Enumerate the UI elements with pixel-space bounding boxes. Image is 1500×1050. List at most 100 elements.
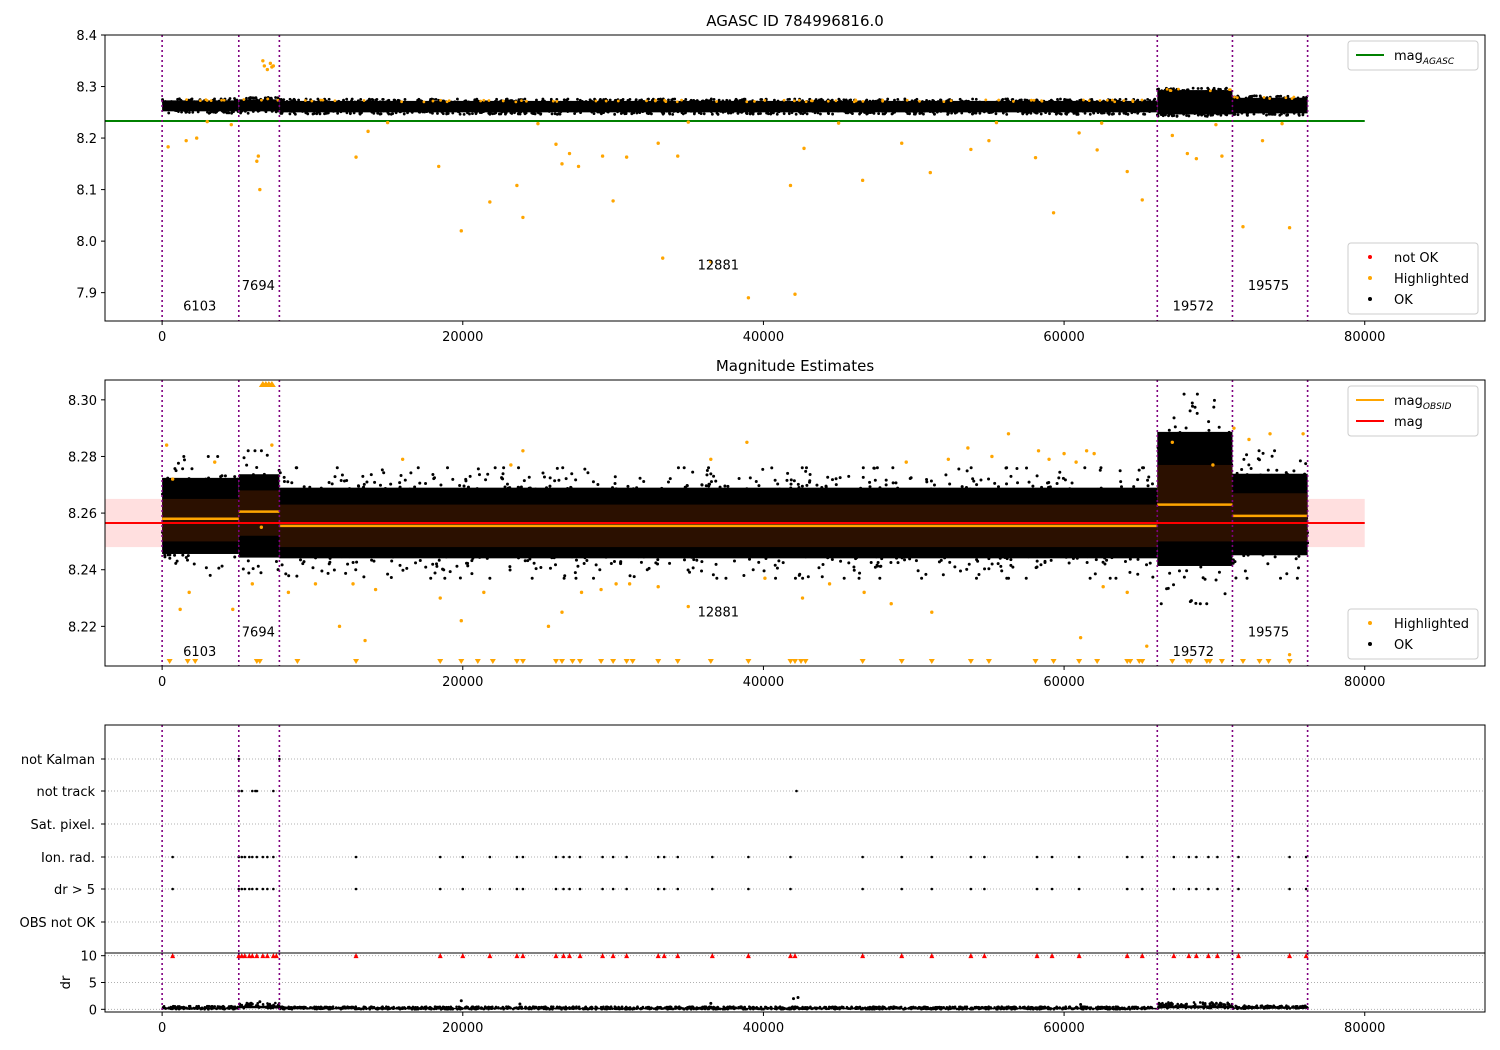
dr-clipped-marker	[1205, 953, 1211, 959]
dr-clipped-marker	[1049, 953, 1055, 959]
dr-clipped-marker	[675, 953, 681, 959]
flag-point	[251, 789, 254, 793]
below-range-marker	[610, 659, 617, 664]
highlighted-point	[600, 154, 605, 158]
y-tick-label: 0	[89, 1003, 97, 1018]
highlighted-point	[800, 596, 805, 600]
flag-point	[747, 887, 750, 891]
flag-point	[625, 887, 628, 891]
highlighted-point	[229, 122, 233, 127]
flag-point	[861, 887, 864, 891]
highlighted-point	[745, 440, 749, 444]
obsid-label: 12881	[698, 258, 739, 273]
highlighted-point	[509, 463, 513, 467]
flag-point	[1288, 855, 1291, 859]
dr-clipped-marker	[560, 953, 566, 959]
below-range-marker	[192, 659, 199, 664]
below-range-marker	[798, 659, 805, 664]
flag-point	[1140, 855, 1144, 859]
legend-label: OK	[1394, 638, 1413, 653]
below-range-marker	[437, 659, 444, 664]
dr-clipped-marker	[610, 953, 616, 959]
below-range-marker	[674, 659, 681, 664]
flag-point	[1035, 855, 1039, 859]
highlighted-point	[373, 587, 378, 592]
highlighted-point	[946, 457, 951, 461]
dr-clipped-marker	[249, 953, 255, 959]
flag-point	[354, 855, 358, 859]
y-tick-label: 10	[80, 950, 97, 965]
below-range-marker	[353, 659, 360, 664]
highlighted-point	[187, 590, 191, 595]
highlighted-point	[1084, 449, 1089, 453]
highlighted-point	[862, 590, 866, 595]
highlighted-point	[599, 587, 603, 592]
legend-label-text: mag	[1394, 415, 1423, 430]
below-range-marker	[184, 659, 191, 664]
highlighted-point	[184, 138, 188, 143]
flag-point	[515, 855, 519, 859]
highlighted-point	[459, 229, 463, 233]
highlighted-point	[1099, 121, 1104, 125]
highlighted-point	[1077, 131, 1081, 135]
flag-point	[255, 887, 259, 891]
dr-clipped-marker	[567, 953, 573, 959]
highlighted-point	[614, 582, 618, 586]
plot-frame	[104, 379, 1486, 667]
flag-point	[983, 855, 986, 859]
y-tick-label: 8.0	[76, 235, 97, 250]
flag-point	[969, 887, 973, 891]
highlighted-point	[363, 638, 367, 643]
flag-point	[1207, 887, 1210, 891]
legend-label: Highlighted	[1394, 272, 1469, 287]
dr-clipped-marker	[1076, 953, 1082, 959]
below-range-marker	[859, 659, 866, 664]
dr-clipped-marker	[655, 953, 661, 959]
highlighted-point	[1095, 148, 1099, 152]
obsid-label: 19575	[1248, 279, 1289, 294]
dr-clipped-marker	[460, 953, 466, 959]
highlighted-point	[560, 610, 564, 614]
highlighted-point	[554, 142, 558, 146]
flag-point	[1125, 887, 1129, 891]
flag-point	[261, 855, 265, 859]
dr-clipped-marker	[437, 953, 443, 959]
dr-clipped-marker	[264, 953, 270, 959]
flag-point	[266, 855, 269, 859]
flag-point	[789, 855, 792, 859]
highlighted-point	[286, 590, 291, 595]
legend-label: mag	[1394, 415, 1423, 430]
flag-point	[1207, 855, 1210, 859]
flag-point	[562, 887, 565, 891]
flag-point	[625, 855, 628, 859]
highlighted-point	[1074, 460, 1078, 464]
highlighted-point	[1211, 463, 1215, 467]
below-range-marker	[519, 659, 526, 664]
dr-clipped-marker	[1303, 953, 1309, 959]
obsid-mag-band	[162, 498, 239, 542]
below-range-marker	[513, 659, 520, 664]
highlighted-point	[802, 146, 806, 151]
highlighted-point	[990, 454, 994, 459]
below-range-marker	[1187, 659, 1194, 664]
highlighted-point	[437, 164, 441, 169]
highlighted-point	[567, 151, 572, 156]
highlighted-point	[1062, 451, 1066, 456]
highlighted-point	[560, 162, 564, 166]
highlighted-point	[860, 178, 865, 183]
highlighted-point	[1170, 133, 1175, 138]
highlighted-point	[459, 618, 463, 623]
flag-point	[789, 887, 792, 891]
flag-point	[601, 887, 604, 891]
obsid-label: 7694	[242, 625, 275, 640]
ok-points-band	[1157, 90, 1233, 115]
legend-label-text: OK	[1394, 293, 1413, 308]
highlighted-point	[1047, 457, 1051, 461]
dr-clipped-marker	[170, 953, 176, 959]
obsid-label: 19575	[1248, 625, 1289, 640]
highlighted-point	[536, 121, 540, 126]
dr-point	[791, 997, 795, 1001]
below-range-marker	[1127, 659, 1134, 664]
ok-points-edge	[1155, 86, 1234, 118]
